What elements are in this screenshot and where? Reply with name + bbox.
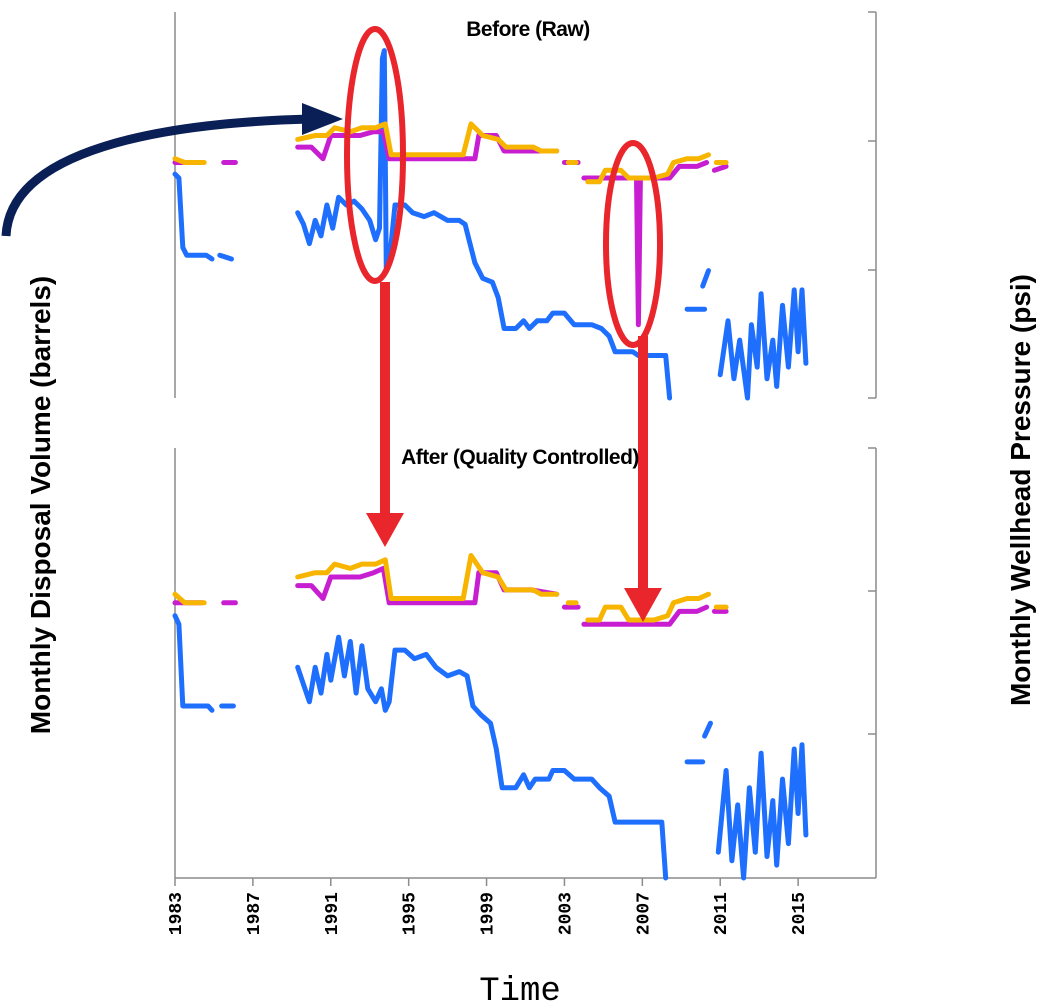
left-y-axis-label: Monthly Disposal Volume (barrels) bbox=[25, 276, 56, 734]
panel-1-volume-segment-5 bbox=[700, 268, 711, 289]
panel-2-series bbox=[172, 553, 809, 881]
panel-2-volume-segment-5 bbox=[702, 720, 713, 739]
panel-1-volume-segment-3 bbox=[295, 48, 673, 401]
panel-2-volume-segment-6 bbox=[715, 742, 809, 881]
x-tick-label-1983: 1983 bbox=[167, 892, 187, 935]
x-tick-label-1991: 1991 bbox=[323, 892, 343, 935]
panel-1-pressure-b-segment-2 bbox=[295, 121, 560, 158]
bottom-panel-title: After (Quality Controlled) bbox=[401, 446, 639, 469]
right-y-axis-label: Monthly Wellhead Pressure (psi) bbox=[1005, 274, 1036, 706]
x-tick-label-2011: 2011 bbox=[712, 892, 732, 935]
series-layer bbox=[172, 48, 809, 881]
panel-1-pressure-a-segment-5 bbox=[581, 160, 710, 328]
x-tick-label-2003: 2003 bbox=[556, 892, 576, 935]
panel-1-volume-segment-6 bbox=[717, 287, 809, 401]
panel-1-pressure-a-segment-3 bbox=[295, 129, 560, 162]
callout-curve-arrow bbox=[1, 114, 311, 237]
callout-arrow-head bbox=[302, 103, 343, 135]
panel-1-pressure-a-segment-6 bbox=[711, 163, 729, 173]
x-tick-label-1995: 1995 bbox=[401, 892, 421, 935]
highlight-ellipse-2006 bbox=[603, 140, 663, 348]
down-arrow-head-1 bbox=[366, 513, 404, 547]
x-tick-label-1987: 1987 bbox=[245, 892, 265, 935]
panel-2-pressure-b-segment-4 bbox=[585, 591, 711, 623]
down-arrow-head-2 bbox=[624, 588, 662, 622]
panel-1-volume-segment-1 bbox=[172, 171, 215, 262]
x-tick-layer: 1983 1987 1991 1995 1999 2003 2007 2011 2015 bbox=[167, 878, 810, 935]
x-tick-label-2015: 2015 bbox=[790, 892, 810, 935]
panel-2-volume-segment-1 bbox=[172, 613, 215, 713]
panel-2-pressure-b-segment-2 bbox=[295, 553, 560, 601]
bottom-panel-frame bbox=[174, 447, 877, 879]
top-panel-title: Before (Raw) bbox=[466, 18, 590, 41]
x-axis-label: Time bbox=[479, 973, 561, 1008]
panel-1-pressure-b-segment-1 bbox=[172, 156, 207, 165]
panel-2-volume-segment-3 bbox=[295, 634, 669, 881]
x-tick-label-1999: 1999 bbox=[479, 892, 499, 935]
annotation-layer bbox=[1, 26, 663, 622]
panel-2-pressure-b-segment-1 bbox=[172, 591, 207, 606]
panel-1-series bbox=[172, 48, 809, 401]
panel-2-pressure-a-segment-5 bbox=[581, 604, 710, 627]
highlight-ellipse-1993 bbox=[344, 26, 406, 284]
top-panel-frame bbox=[174, 11, 877, 399]
x-tick-label-2007: 2007 bbox=[634, 892, 654, 935]
panel-1-volume-segment-2 bbox=[217, 252, 234, 262]
